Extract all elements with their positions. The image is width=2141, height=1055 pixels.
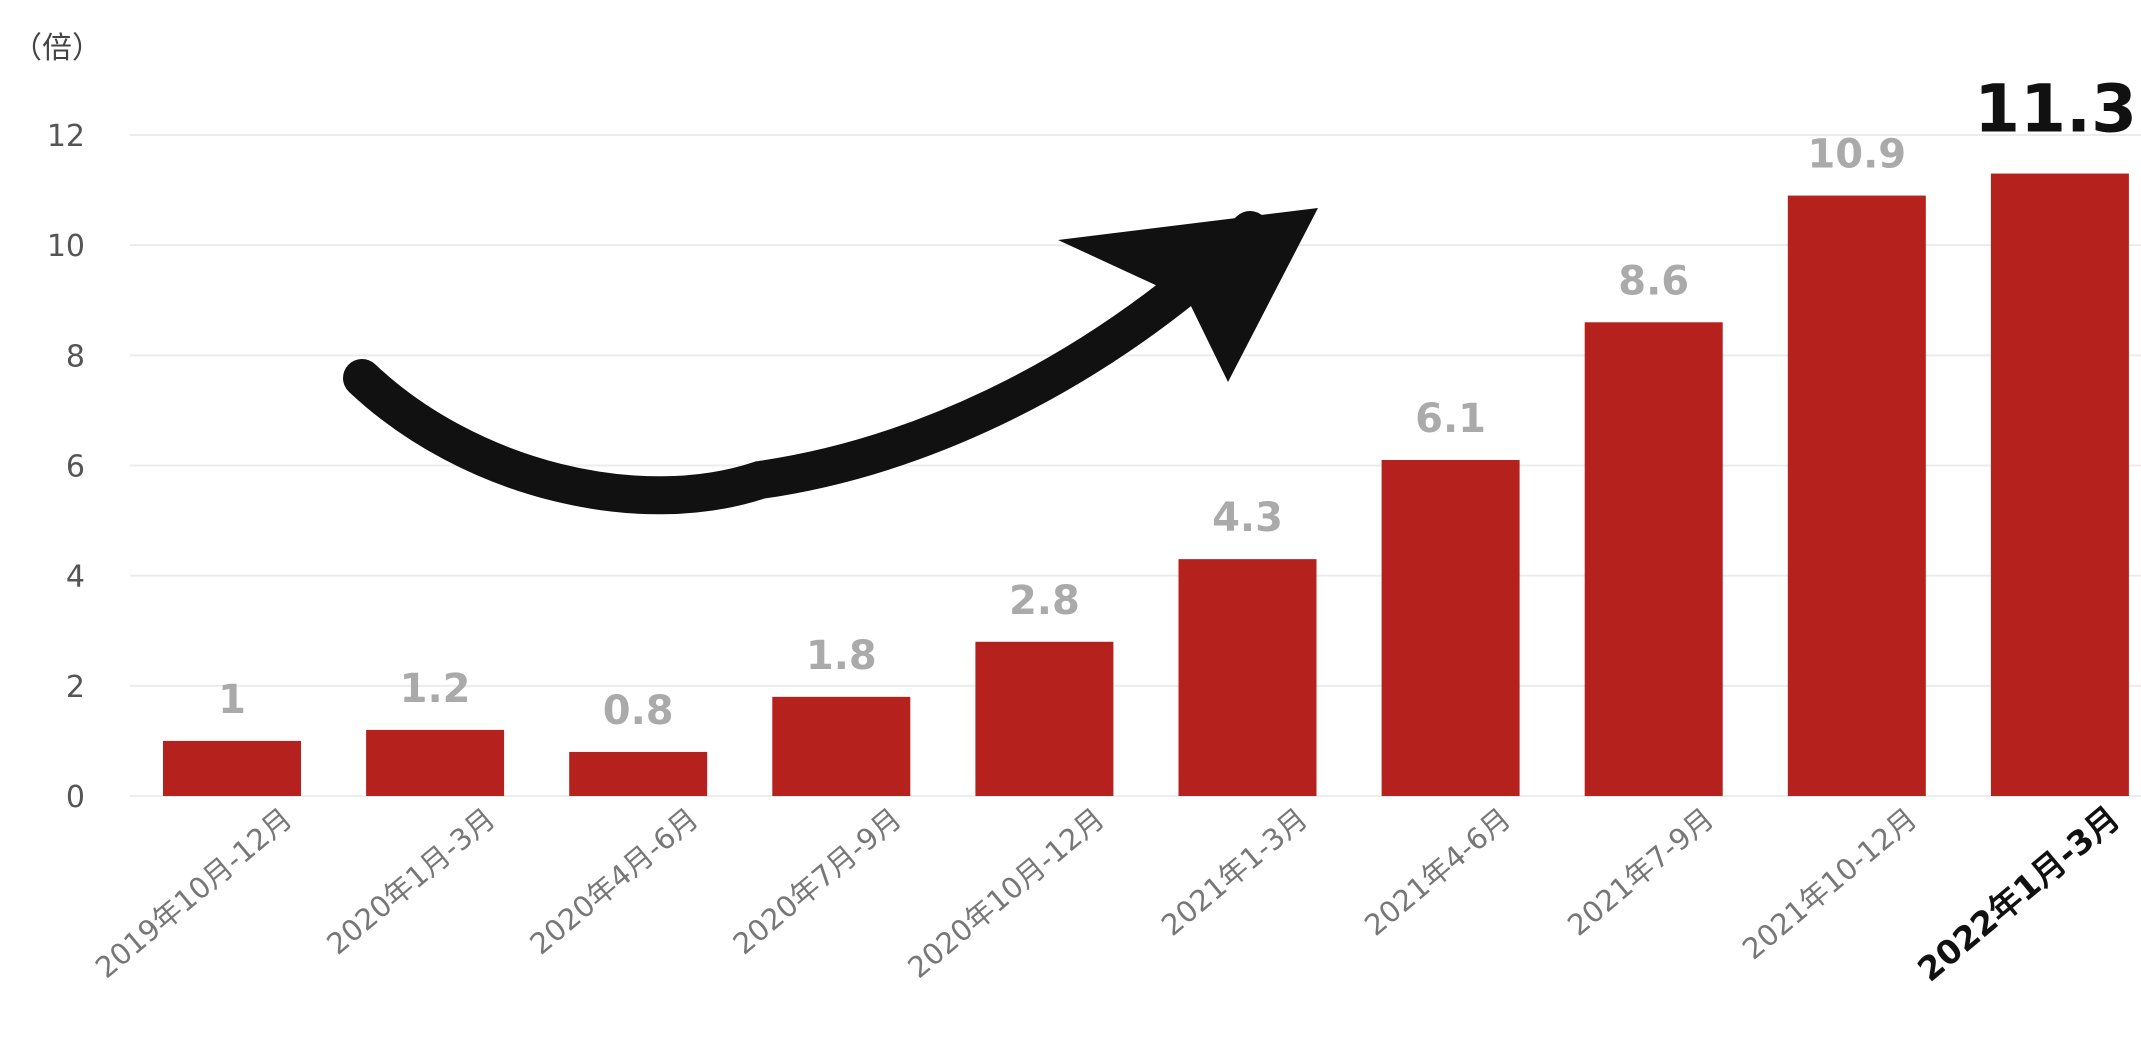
data-label: 2.8 bbox=[1009, 578, 1080, 624]
x-tick-label: 2021年4-6月 bbox=[1358, 801, 1517, 942]
y-tick-label: 2 bbox=[66, 670, 85, 705]
bar bbox=[1584, 322, 1723, 796]
bar bbox=[1787, 195, 1926, 796]
bar bbox=[1178, 559, 1317, 796]
x-tick-label: 2020年4月-6月 bbox=[523, 801, 704, 961]
x-tick-label: 2021年7-9月 bbox=[1561, 801, 1720, 942]
data-label: 1.8 bbox=[806, 633, 877, 679]
bar bbox=[1381, 459, 1520, 796]
bar bbox=[1990, 173, 2129, 796]
bar bbox=[772, 696, 911, 796]
x-tick-label: 2022年1月-3月 bbox=[1910, 798, 2127, 989]
y-tick-label: 8 bbox=[66, 339, 85, 374]
data-label: 1.2 bbox=[400, 666, 471, 712]
data-label: 6.1 bbox=[1415, 396, 1486, 442]
x-tick-label: 2020年10月-12月 bbox=[901, 801, 1111, 985]
data-label: 8.6 bbox=[1618, 258, 1689, 304]
arrow-shaft bbox=[343, 211, 1269, 515]
y-tick-label: 6 bbox=[66, 450, 85, 485]
x-tick-label: 2020年7月-9月 bbox=[726, 801, 907, 961]
x-tick-label: 2021年10-12月 bbox=[1736, 801, 1923, 966]
y-tick-label: 4 bbox=[66, 560, 85, 595]
data-label: 10.9 bbox=[1807, 132, 1906, 178]
data-label: 0.8 bbox=[603, 688, 674, 734]
y-axis-unit-label: （倍） bbox=[12, 31, 102, 66]
bar bbox=[569, 751, 708, 796]
y-axis: 0 2 4 6 8 10 12 bbox=[47, 119, 85, 815]
bar bbox=[163, 740, 301, 796]
data-label: 4.3 bbox=[1212, 495, 1283, 541]
data-label: 11.3 bbox=[1974, 71, 2137, 148]
bars bbox=[163, 173, 2129, 796]
x-axis: 2019年10月-12月 2020年1月-3月 2020年4月-6月 2020年7月-… bbox=[89, 798, 2127, 989]
bar bbox=[975, 641, 1114, 796]
data-label: 1 bbox=[218, 677, 246, 723]
x-tick-label: 2019年10月-12月 bbox=[89, 801, 299, 985]
arrow-head bbox=[1058, 208, 1318, 382]
x-tick-label: 2021年1-3月 bbox=[1155, 801, 1314, 942]
trend-arrow-icon bbox=[343, 208, 1318, 515]
value-labels: 1 1.2 0.8 1.8 2.8 4.3 6.1 8.6 10.9 11.3 bbox=[218, 71, 2137, 734]
x-tick-label: 2020年1月-3月 bbox=[320, 801, 501, 961]
bar bbox=[366, 729, 505, 796]
y-tick-label: 10 bbox=[47, 229, 85, 264]
y-tick-label: 12 bbox=[47, 119, 85, 154]
y-tick-label: 0 bbox=[66, 780, 85, 815]
